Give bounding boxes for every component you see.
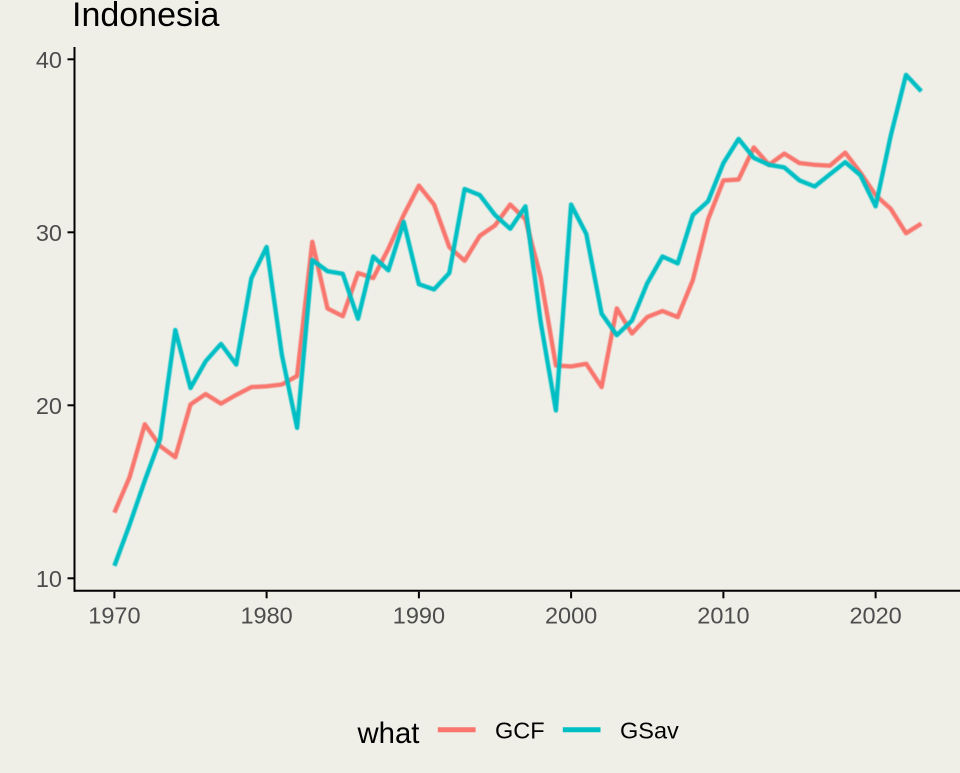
svg-text:GSav: GSav [620,718,679,744]
svg-text:10: 10 [36,566,62,592]
svg-text:2010: 2010 [697,603,749,629]
svg-text:what: what [357,717,420,750]
svg-text:GCF: GCF [495,718,545,744]
svg-text:Indonesia: Indonesia [72,0,220,34]
svg-text:1980: 1980 [240,603,292,629]
svg-text:2000: 2000 [545,603,597,629]
svg-text:2020: 2020 [849,603,901,629]
svg-text:20: 20 [36,393,62,419]
svg-text:40: 40 [36,47,62,73]
svg-text:1990: 1990 [393,603,445,629]
svg-text:30: 30 [36,220,62,246]
svg-text:1970: 1970 [88,603,140,629]
